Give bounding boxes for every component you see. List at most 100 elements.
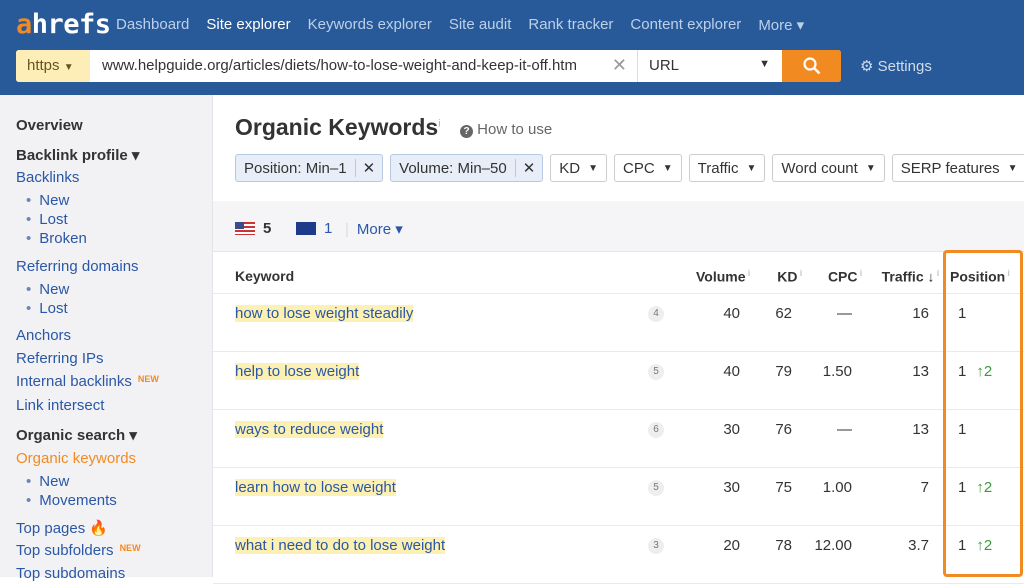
- kd-value: 78: [775, 537, 792, 554]
- traffic-value: 7: [920, 479, 929, 496]
- sidebar-item[interactable]: Anchors: [16, 327, 71, 344]
- url-input[interactable]: www.helpguide.org/articles/diets/how-to-…: [90, 50, 638, 82]
- position-value: 1: [958, 305, 966, 322]
- chevron-down-icon[interactable]: ▼: [588, 162, 599, 174]
- column-header-5[interactable]: Position i: [950, 268, 1010, 285]
- keyword-link[interactable]: ways to reduce weight: [235, 421, 384, 438]
- divider: [213, 467, 1024, 468]
- sidebar-item[interactable]: New: [26, 473, 69, 490]
- how-to-use-link[interactable]: ? How to use: [460, 121, 552, 138]
- word-count-badge: 5: [648, 480, 664, 496]
- filter-0[interactable]: Position: Min–1 ✕: [235, 154, 384, 182]
- filter-1[interactable]: Volume: Min–50 ✕: [390, 154, 544, 182]
- filter-3[interactable]: CPC ▼: [614, 154, 682, 182]
- sidebar-item-label: Movements: [39, 492, 117, 509]
- chevron-down-icon[interactable]: ▼: [865, 162, 876, 174]
- position-highlight: [943, 250, 1023, 577]
- sidebar-item-label: Top subfolders: [16, 542, 114, 559]
- ahrefs-logo[interactable]: ahrefs: [16, 9, 111, 40]
- sidebar-item[interactable]: Link intersect: [16, 397, 104, 414]
- sidebar-item[interactable]: Organic keywords: [16, 450, 136, 467]
- column-header-1[interactable]: Volume i: [696, 268, 750, 285]
- country-au[interactable]: 1: [296, 220, 332, 237]
- column-label: Keyword: [235, 268, 295, 284]
- fire-icon: 🔥: [89, 520, 108, 537]
- nav-more-[interactable]: More ▾: [758, 17, 805, 34]
- filter-4[interactable]: Traffic ▼: [688, 154, 766, 182]
- filter-5[interactable]: Word count ▼: [772, 154, 885, 182]
- sidebar-item-label: New: [39, 473, 70, 490]
- chevron-down-icon[interactable]: ▼: [662, 162, 673, 174]
- more-countries-button[interactable]: | More ▾: [345, 220, 403, 239]
- word-count-badge: 5: [648, 364, 664, 380]
- filter-bar: Position: Min–1 ✕ Volume: Min–50 ✕ KD ▼ CPC ▼ Tr…: [235, 154, 1024, 182]
- remove-filter-icon[interactable]: ✕: [354, 159, 383, 177]
- sidebar-item[interactable]: Referring IPs: [16, 350, 104, 367]
- mode-select[interactable]: URL ▼: [649, 57, 770, 74]
- country-us[interactable]: 5: [235, 220, 271, 237]
- column-header-2[interactable]: KD i: [777, 268, 802, 285]
- filter-6[interactable]: SERP features ▼: [891, 154, 1024, 182]
- info-icon: i: [745, 268, 750, 278]
- word-count-badge: 6: [648, 422, 664, 438]
- volume-value: 40: [723, 305, 740, 322]
- column-label: Traffic ↓: [881, 268, 935, 285]
- position: 1: [958, 537, 967, 554]
- sidebar-item[interactable]: Overview: [16, 117, 83, 134]
- keyword-link[interactable]: how to lose weight steadily: [235, 305, 414, 322]
- filter-label: Volume: Min–50: [399, 159, 507, 177]
- sidebar-item-label: Overview: [16, 117, 83, 134]
- sidebar-item-label: Backlink profile ▾: [16, 147, 140, 164]
- sidebar-item[interactable]: Backlink profile ▾: [16, 146, 139, 164]
- sidebar-item-label: Backlinks: [16, 169, 80, 186]
- remove-filter-icon[interactable]: ✕: [514, 159, 543, 177]
- column-header-0[interactable]: Keyword: [235, 268, 294, 284]
- sidebar-item[interactable]: Lost: [26, 211, 68, 228]
- sidebar-item[interactable]: Top pages 🔥: [16, 519, 108, 537]
- sidebar-item[interactable]: Backlinks: [16, 169, 79, 186]
- kd-value: 76: [775, 421, 792, 438]
- chevron-down-icon[interactable]: ▼: [746, 162, 757, 174]
- clear-icon[interactable]: ✕: [611, 55, 627, 75]
- sidebar-item[interactable]: Movements: [26, 492, 117, 509]
- nav-site-explorer[interactable]: Site explorer: [206, 16, 291, 33]
- filter-label: Traffic: [697, 159, 739, 177]
- cpc-value: —: [837, 421, 852, 438]
- filter-2[interactable]: KD ▼: [550, 154, 608, 182]
- info-icon: i: [1005, 268, 1010, 278]
- sidebar-item-label: Lost: [39, 300, 68, 317]
- nav-content-explorer[interactable]: Content explorer: [630, 16, 742, 33]
- sidebar-item[interactable]: New: [26, 192, 69, 209]
- position-value: 1: [958, 421, 966, 438]
- nav-keywords-explorer[interactable]: Keywords explorer: [307, 16, 432, 33]
- nav-site-audit[interactable]: Site audit: [448, 16, 512, 33]
- sidebar-item[interactable]: Lost: [26, 300, 68, 317]
- nav-dashboard[interactable]: Dashboard: [116, 16, 190, 33]
- column-header-3[interactable]: CPC i: [828, 268, 862, 285]
- traffic-value: 13: [912, 363, 929, 380]
- sidebar-item[interactable]: Top subfolders NEW: [16, 542, 141, 559]
- sidebar-item[interactable]: Internal backlinks NEW: [16, 373, 159, 390]
- chevron-down-icon[interactable]: ▼: [1007, 162, 1018, 174]
- cpc-value: 1.50: [822, 363, 852, 380]
- keyword-link[interactable]: help to lose weight: [235, 363, 360, 380]
- divider: [213, 293, 1024, 294]
- keyword-link[interactable]: learn how to lose weight: [235, 479, 396, 496]
- settings-button[interactable]: ⚙ Settings: [860, 58, 932, 75]
- sidebar-item-label: Referring IPs: [16, 350, 104, 367]
- gear-icon: ⚙: [860, 58, 874, 75]
- sidebar-item-label: Lost: [39, 211, 68, 228]
- protocol-select[interactable]: https ▼: [16, 50, 90, 82]
- search-button[interactable]: [782, 50, 841, 82]
- keyword-link[interactable]: what i need to do to lose weight: [235, 537, 446, 554]
- sidebar-item-label: New: [39, 281, 70, 298]
- column-header-4[interactable]: Traffic ↓ i: [882, 268, 939, 285]
- sidebar-item[interactable]: Referring domains: [16, 258, 139, 275]
- sidebar-item[interactable]: New: [26, 281, 69, 298]
- sidebar-item[interactable]: Top subdomains: [16, 565, 125, 582]
- position: 1: [958, 305, 967, 322]
- sidebar-item[interactable]: Broken: [26, 230, 87, 247]
- nav-rank-tracker[interactable]: Rank tracker: [528, 16, 614, 33]
- sidebar-item[interactable]: Organic search ▾: [16, 426, 137, 444]
- cpc-value: —: [837, 305, 852, 322]
